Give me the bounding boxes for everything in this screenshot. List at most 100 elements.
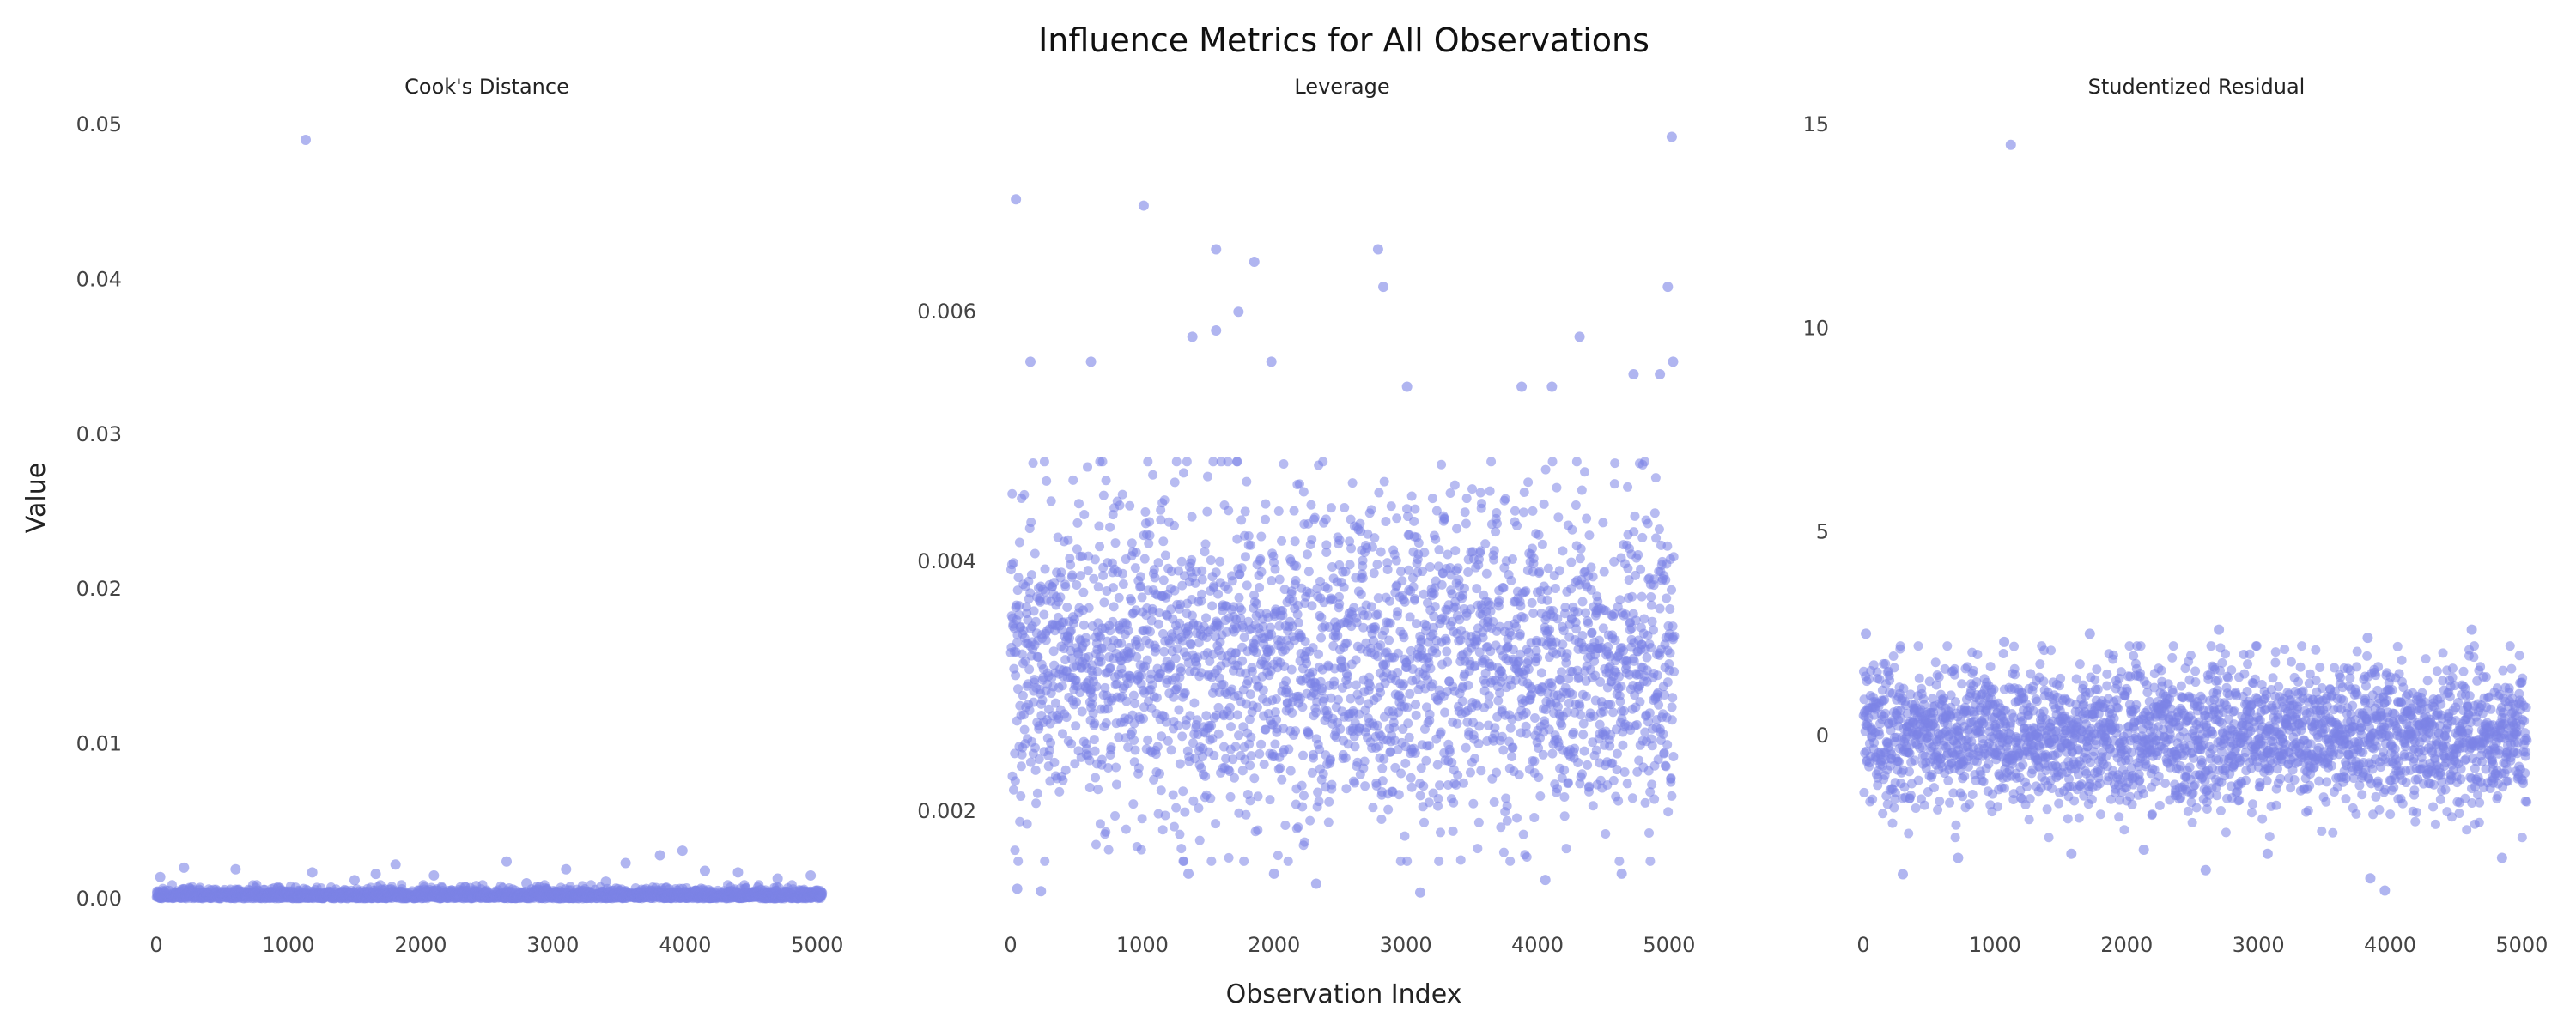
scatter-point bbox=[1197, 589, 1207, 599]
scatter-point bbox=[1461, 518, 1471, 529]
y-tick-label: 0.05 bbox=[76, 112, 122, 136]
scatter-point bbox=[1169, 821, 1179, 832]
scatter-point bbox=[1528, 506, 1538, 516]
scatter-point bbox=[1247, 666, 1257, 676]
scatter-point bbox=[1498, 745, 1509, 755]
scatter-point bbox=[1376, 547, 1386, 557]
scatter-point bbox=[1054, 786, 1065, 797]
scatter-point bbox=[1539, 499, 1549, 509]
scatter-point bbox=[1437, 459, 1447, 470]
scatter-point bbox=[1436, 727, 1446, 737]
scatter-point bbox=[1211, 567, 1221, 578]
scatter-point bbox=[1514, 770, 1524, 780]
scatter-point bbox=[1468, 798, 1479, 809]
scatter-point bbox=[1135, 572, 1145, 582]
scatter-point bbox=[1314, 649, 1324, 659]
scatter-point bbox=[1459, 583, 1469, 593]
scatter-point bbox=[1046, 496, 1056, 506]
scatter-point bbox=[1393, 668, 1403, 678]
scatter-point bbox=[1041, 635, 1051, 645]
scatter-point bbox=[1165, 661, 1176, 671]
scatter-point bbox=[1259, 759, 1269, 769]
scatter-point bbox=[1642, 652, 1652, 663]
scatter-point bbox=[1507, 752, 1517, 762]
scatter-point bbox=[1419, 548, 1430, 558]
scatter-point bbox=[1175, 829, 1185, 839]
scatter-point bbox=[1329, 676, 1340, 687]
scatter-point bbox=[1561, 844, 1571, 854]
scatter-point bbox=[1066, 560, 1076, 570]
scatter-point bbox=[1379, 476, 1389, 487]
scatter-point bbox=[1629, 527, 1639, 537]
scatter-point bbox=[1049, 757, 1060, 767]
panel-cooks-distance-ticks: 0 1000 2000 3000 4000 50000.000.010.020.030.0… bbox=[76, 112, 844, 957]
scatter-point bbox=[1252, 598, 1262, 609]
scatter-point bbox=[1136, 845, 1146, 855]
scatter-point bbox=[1450, 602, 1461, 612]
scatter-point bbox=[1277, 774, 1287, 785]
scatter-point bbox=[1347, 478, 1358, 488]
scatter-point bbox=[1145, 627, 1155, 637]
scatter-point bbox=[1151, 643, 1161, 653]
scatter-point bbox=[1359, 756, 1370, 766]
x-tick-label: 4000 bbox=[1511, 933, 1564, 957]
scatter-point bbox=[1595, 676, 1606, 687]
scatter-point bbox=[1180, 807, 1190, 817]
scatter-point bbox=[1180, 688, 1190, 698]
scatter-point bbox=[1056, 567, 1066, 578]
scatter-point bbox=[1523, 664, 1534, 675]
scatter-point bbox=[1474, 721, 1485, 731]
scatter-point bbox=[1367, 542, 1377, 552]
scatter-point bbox=[1508, 742, 1518, 753]
scatter-point bbox=[1419, 781, 1429, 791]
scatter-point bbox=[1382, 565, 1393, 575]
scatter-point bbox=[1299, 837, 1309, 847]
scatter-point bbox=[1298, 791, 1309, 801]
scatter-point bbox=[1206, 793, 1216, 803]
scatter-point bbox=[1473, 817, 1484, 827]
scatter-point bbox=[1505, 856, 1516, 866]
scatter-point bbox=[1553, 512, 1564, 523]
scatter-point bbox=[1640, 457, 1650, 467]
scatter-point bbox=[1547, 457, 1558, 467]
scatter-point bbox=[1425, 741, 1435, 751]
scatter-point bbox=[1494, 595, 1504, 605]
scatter-point bbox=[1137, 592, 1147, 603]
scatter-point bbox=[1194, 835, 1205, 845]
scatter-point bbox=[1435, 780, 1445, 791]
scatter-point bbox=[501, 856, 513, 867]
scatter-point bbox=[1608, 707, 1619, 718]
scatter-point bbox=[1256, 739, 1267, 749]
scatter-point bbox=[1434, 856, 1444, 866]
scatter-point bbox=[1366, 505, 1376, 515]
scatter-point bbox=[1116, 638, 1127, 648]
scatter-point bbox=[1498, 583, 1509, 593]
scatter-point bbox=[1410, 504, 1420, 514]
scatter-point bbox=[1148, 470, 1158, 480]
scatter-point bbox=[390, 859, 401, 870]
scatter-point bbox=[1150, 573, 1160, 583]
scatter-point bbox=[1256, 566, 1267, 577]
scatter-point bbox=[521, 877, 532, 888]
scatter-point bbox=[1300, 636, 1310, 646]
scatter-point bbox=[1072, 579, 1082, 590]
scatter-point bbox=[1519, 613, 1529, 623]
scatter-point bbox=[1443, 657, 1453, 667]
scatter-point bbox=[1223, 584, 1233, 594]
scatter-point bbox=[1633, 549, 1643, 560]
scatter-point bbox=[1108, 583, 1118, 593]
scatter-point bbox=[1421, 755, 1431, 766]
scatter-point bbox=[1091, 772, 1101, 783]
scatter-point bbox=[1103, 845, 1114, 855]
scatter-point bbox=[1502, 801, 1512, 811]
scatter-point bbox=[1558, 546, 1568, 556]
scatter-point bbox=[1333, 694, 1343, 705]
scatter-point bbox=[1022, 819, 1032, 829]
scatter-point bbox=[1381, 516, 1391, 526]
scatter-point bbox=[1139, 554, 1150, 564]
scatter-point bbox=[1326, 754, 1336, 765]
scatter-point bbox=[1309, 512, 1320, 523]
scatter-point bbox=[1529, 713, 1540, 724]
scatter-point bbox=[1143, 735, 1153, 745]
